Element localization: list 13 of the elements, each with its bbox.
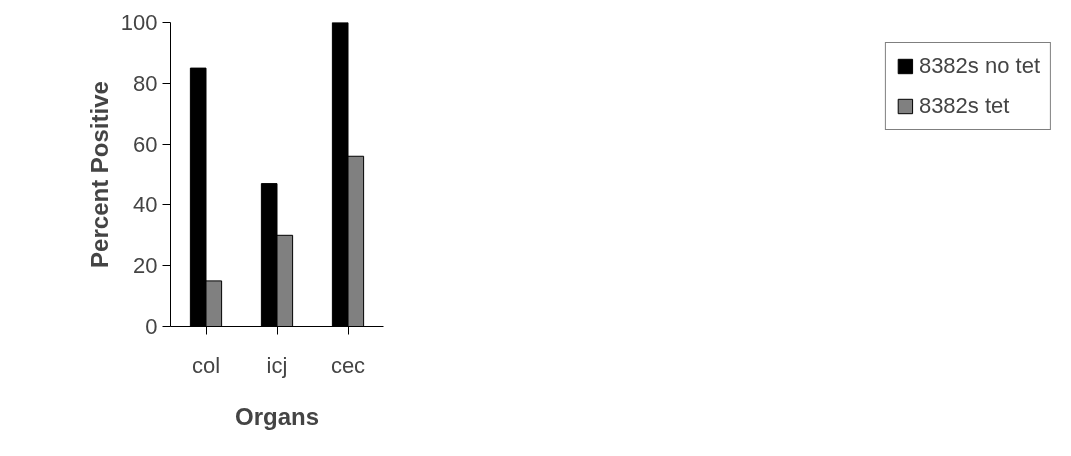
x-axis-title: Organs [234,402,320,430]
legend-label: 8382s no tet [918,53,1040,79]
y-tick-label: 60 [133,131,158,157]
y-axis-title: Percent Positive [85,81,113,268]
y-tick-label: 100 [120,10,158,35]
legend-label: 8382s tet [918,93,1010,119]
x-tick-label: cec [330,352,366,378]
y-tick-label: 40 [133,192,158,218]
x-tick-label: icj [266,352,288,378]
y-tick-label: 20 [133,253,158,279]
y-tick-label: 0 [145,314,158,339]
x-tick-label: col [191,352,221,378]
y-tick-label: 80 [133,70,158,96]
